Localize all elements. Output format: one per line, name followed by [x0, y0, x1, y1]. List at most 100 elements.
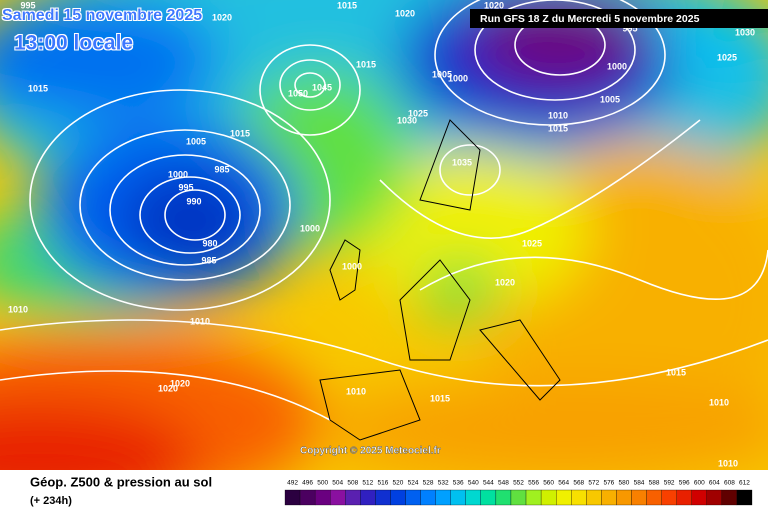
isobars [0, 0, 768, 421]
colorbar-swatch [360, 489, 376, 506]
colorbar-label: 512 [362, 480, 373, 487]
isobar-label: 985 [214, 164, 229, 174]
colorbar: 492 496 500 504 508 512 516 520 524 528 532 536 540 5… [284, 480, 753, 506]
colorbar-swatch [420, 489, 436, 506]
colorbar-swatch [435, 489, 451, 506]
colorbar-label: 492 [287, 480, 298, 487]
colorbar-swatch [345, 489, 361, 506]
isobar-label: 1020 [484, 0, 504, 10]
colorbar-swatch [706, 489, 723, 506]
colorbar-label: 540 [468, 480, 479, 487]
isobar-label: 1015 [230, 128, 250, 138]
colorbar-label: 588 [649, 480, 660, 487]
colorbar-swatch [556, 489, 572, 506]
isobar-label: 1000 [448, 73, 468, 83]
colorbar-swatch [525, 489, 542, 506]
colorbar-swatch [480, 489, 497, 506]
colorbar-swatch [375, 489, 391, 506]
colorbar-swatch [676, 489, 692, 506]
colorbar-label: 612 [739, 480, 750, 487]
isobar-label: 990 [186, 196, 201, 206]
colorbar-label: 552 [513, 480, 524, 487]
colorbar-label: 508 [347, 480, 358, 487]
colorbar-swatch [390, 489, 406, 506]
isobar-label: 1050 [288, 88, 308, 98]
colorbar-swatch [661, 489, 677, 506]
isobar-label: 1015 [28, 83, 48, 93]
isobar-label: 1020 [158, 383, 178, 393]
colorbar-label: 524 [408, 480, 419, 487]
colorbar-swatch [721, 489, 738, 506]
colorbar-label: 520 [393, 480, 404, 487]
colorbar-label: 544 [483, 480, 494, 487]
isobar-label: 1035 [452, 157, 472, 167]
copyright: Copyright © 2025 Meteociel.fr [300, 446, 441, 457]
colorbar-swatch [314, 489, 331, 506]
colorbar-label: 600 [694, 480, 705, 487]
isobar-label: 1015 [430, 393, 450, 403]
isobar-label: 1005 [432, 69, 452, 79]
isobar-label: 995 [622, 23, 637, 33]
colorbar-swatch [495, 489, 512, 506]
colorbar-label: 500 [317, 480, 328, 487]
colorbar-label: 556 [528, 480, 539, 487]
colorbar-label: 532 [438, 480, 449, 487]
colorbar-label: 604 [709, 480, 720, 487]
colorbar-label: 528 [423, 480, 434, 487]
colorbar-label: 580 [619, 480, 630, 487]
isobar-label: 1015 [666, 367, 686, 377]
isobar-label: 1025 [717, 52, 737, 62]
colorbar-label: 536 [453, 480, 464, 487]
isobar-label: 1010 [709, 397, 729, 407]
colorbar-swatch [691, 489, 707, 506]
isobar-label: 1005 [186, 136, 206, 146]
isobar-label: 1010 [346, 386, 366, 396]
colorbar-swatch [631, 489, 647, 506]
isobar-label: 1015 [337, 0, 357, 10]
colorbar-swatch [330, 489, 346, 506]
isobar-label: 1025 [522, 238, 542, 248]
footer-title: Géop. Z500 & pression au sol [30, 474, 212, 489]
colorbar-swatch [299, 489, 316, 506]
isobar-label: 1025 [408, 108, 428, 118]
colorbar-label: 568 [573, 480, 584, 487]
isobar-label: 1010 [718, 458, 738, 468]
isobar-label: 1010 [548, 110, 568, 120]
colorbar-swatch [450, 489, 466, 506]
isobar-label: 1010 [8, 304, 28, 314]
colorbar-label: 504 [332, 480, 343, 487]
colorbar-swatch [586, 489, 602, 506]
isobar-label: 1000 [168, 169, 188, 179]
coastlines [319, 119, 561, 441]
footer-lead: (+ 234h) [30, 495, 72, 507]
colorbar-label: 496 [302, 480, 313, 487]
isobar-label: 1015 [356, 59, 376, 69]
colorbar-swatch [465, 489, 481, 506]
colorbar-label: 608 [724, 480, 735, 487]
isobar-label: 1015 [548, 123, 568, 133]
colorbar-label: 548 [498, 480, 509, 487]
colorbar-swatch [510, 489, 527, 506]
colorbar-label: 576 [603, 480, 614, 487]
isobar-label: 995 [20, 0, 35, 10]
isobar-label: 1020 [170, 378, 190, 388]
colorbar-label: 584 [634, 480, 645, 487]
run-info: Run GFS 18 Z du Mercredi 5 novembre 2025 [480, 13, 700, 25]
isobar-label: 1000 [300, 223, 320, 233]
isobar-label: 1000 [607, 61, 627, 71]
time: 13:00 locale [14, 32, 133, 55]
colorbar-label: 592 [664, 480, 675, 487]
isobar-label: 1045 [312, 82, 332, 92]
isobar-label: 1030 [397, 115, 417, 125]
colorbar-swatch [540, 489, 557, 506]
colorbar-label: 564 [558, 480, 569, 487]
isobar-label: 980 [202, 238, 217, 248]
isobar-label: 1020 [212, 12, 232, 22]
colorbar-swatch [405, 489, 421, 506]
isobar-label: 1030 [735, 27, 755, 37]
colorbar-swatch [571, 489, 587, 506]
colorbar-swatch [601, 489, 617, 506]
colorbar-label: 596 [679, 480, 690, 487]
